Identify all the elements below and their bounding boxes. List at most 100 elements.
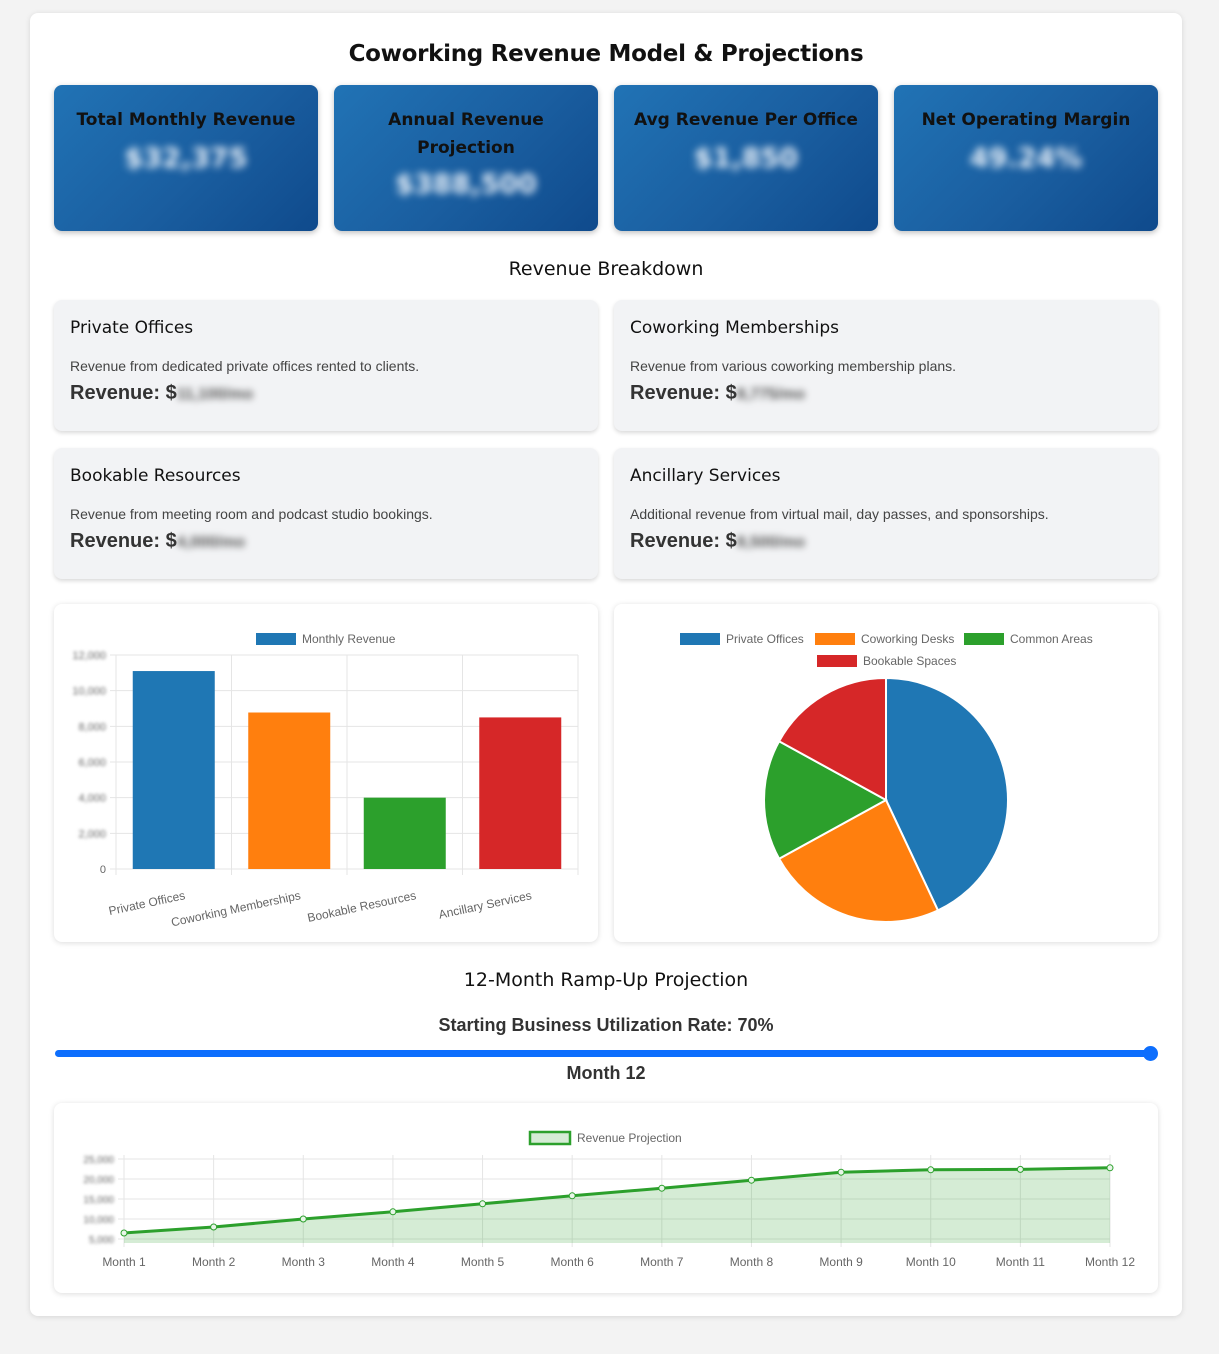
revenue-card-bookable-resources: Bookable Resources Revenue from meeting …: [54, 448, 598, 579]
x-tick-label: Month 4: [371, 1255, 415, 1269]
y-tick-label: 15,000: [83, 1195, 114, 1206]
revenue-value: 4,000/mo: [176, 534, 246, 551]
legend-swatch-revenue-projection: [528, 1130, 572, 1146]
revenue-card-coworking-memberships: Coworking Memberships Revenue from vario…: [614, 300, 1158, 431]
revenue-card-ancillary-services: Ancillary Services Additional revenue fr…: [614, 448, 1158, 579]
revenue-prefix: Revenue: $: [630, 530, 737, 552]
legend-swatch-common-areas: [964, 633, 1004, 645]
projection-line: [123, 1166, 1111, 1235]
x-tick-label: Month 2: [192, 1255, 236, 1269]
bar-coworking-memberships: [248, 712, 331, 869]
kpi-label: Annual Revenue Projection: [388, 110, 544, 158]
revenue-card-description: Revenue from dedicated private offices r…: [70, 358, 420, 374]
y-tick-label: 4,000: [78, 793, 106, 805]
legend-label-private-offices: Private Offices: [726, 632, 804, 646]
y-tick-label: 20,000: [83, 1175, 114, 1186]
revenue-value: 11,100/mo: [176, 386, 254, 403]
pie-slice-common-areas: [763, 739, 889, 861]
month-label: Month 12: [566, 1063, 646, 1083]
projection-point: [658, 1184, 666, 1192]
projection-point: [389, 1208, 397, 1216]
kpi-label: Net Operating Margin: [921, 110, 1131, 130]
x-tick-label: Coworking Memberships: [170, 888, 302, 929]
x-tick-label: Month 7: [640, 1255, 684, 1269]
kpi-value: $32,375: [124, 143, 248, 174]
revenue-line: Revenue: $11,100/mo: [70, 382, 582, 405]
legend-swatch-monthly-revenue: [256, 633, 296, 645]
legend-label-bookable-spaces: Bookable Spaces: [863, 654, 956, 668]
section-title-revenue-breakdown: Revenue Breakdown: [508, 258, 704, 280]
page-title: Coworking Revenue Model & Projections: [348, 41, 864, 67]
revenue-prefix: Revenue: $: [630, 382, 737, 404]
legend-label-revenue-projection: Revenue Projection: [577, 1131, 682, 1145]
projection-area: [124, 1167, 1110, 1243]
projection-point: [1016, 1165, 1024, 1173]
revenue-card-title: Bookable Resources: [70, 466, 241, 486]
projection-chart-card: Revenue Projection 5,000 10,000 15,000 20,00…: [54, 1103, 1158, 1293]
revenue-line: Revenue: $8,775/mo: [630, 382, 1142, 405]
bar-private-offices: [132, 671, 215, 869]
x-tick-label: Month 5: [461, 1255, 505, 1269]
kpi-label: Avg Revenue Per Office: [634, 110, 858, 130]
bar-chart: Monthly Revenue 0 2,000 4,000 6,000 8,000 10,0…: [72, 632, 579, 929]
projection-point: [210, 1223, 218, 1231]
legend-swatch-coworking-desks: [815, 633, 855, 645]
revenue-card-title: Private Offices: [70, 318, 194, 338]
pie-slice-private-offices: [885, 676, 1009, 912]
y-tick-label: 10,000: [72, 686, 106, 698]
kpi-card-net-operating-margin: Net Operating Margin 49.24%: [894, 85, 1158, 231]
revenue-line: Revenue: $4,000/mo: [70, 530, 582, 553]
y-tick-label: 2,000: [78, 828, 106, 840]
section-title-ramp-up: 12-Month Ramp-Up Projection: [463, 969, 749, 991]
revenue-prefix: Revenue: $: [70, 530, 177, 552]
pie-slice-coworking-desks: [777, 798, 940, 923]
legend-label-common-areas: Common Areas: [1010, 632, 1093, 646]
y-tick-label: 10,000: [83, 1215, 114, 1226]
revenue-card-title: Coworking Memberships: [630, 318, 840, 338]
bar-ancillary-services: [479, 717, 562, 869]
projection-point: [299, 1215, 307, 1223]
revenue-card-description: Additional revenue from virtual mail, da…: [630, 506, 1049, 522]
kpi-card-avg-revenue-per-office: Avg Revenue Per Office $1,850: [614, 85, 878, 231]
pie-chart: Private Offices Coworking Desks Common Are…: [680, 632, 1093, 923]
projection-point: [1106, 1164, 1114, 1172]
main-panel: Coworking Revenue Model & Projections To…: [30, 13, 1182, 1316]
legend-swatch-bookable-spaces: [817, 655, 857, 667]
revenue-value: 8,500/mo: [736, 534, 806, 551]
bar-bookable-resources: [363, 797, 446, 869]
kpi-card-total-monthly-revenue: Total Monthly Revenue $32,375: [54, 85, 318, 231]
kpi-value: $1,850: [693, 143, 799, 174]
x-tick-label: Month 10: [906, 1255, 956, 1269]
x-tick-label: Private Offices: [107, 888, 186, 918]
kpi-label: Total Monthly Revenue: [76, 110, 296, 130]
revenue-value: 8,775/mo: [736, 386, 806, 403]
kpi-value: 49.24%: [969, 143, 1083, 174]
x-tick-label: Bookable Resources: [306, 888, 417, 925]
y-tick-label: 12,000: [72, 650, 106, 662]
x-tick-label: Month 1: [102, 1255, 146, 1269]
x-tick-label: Month 9: [819, 1255, 863, 1269]
x-tick-label: Month 6: [551, 1255, 595, 1269]
legend-label-monthly-revenue: Monthly Revenue: [302, 632, 396, 646]
projection-point: [927, 1166, 935, 1174]
y-tick-label: 6,000: [78, 757, 106, 769]
y-tick-label: 5,000: [89, 1235, 114, 1246]
projection-point: [479, 1200, 487, 1208]
legend-swatch-private-offices: [680, 633, 720, 645]
x-tick-label: Month 12: [1085, 1255, 1135, 1269]
revenue-card-description: Revenue from meeting room and podcast st…: [70, 506, 433, 522]
month-slider-thumb[interactable]: [1143, 1046, 1158, 1061]
pie-slice-bookable-spaces: [777, 676, 887, 802]
revenue-card-description: Revenue from various coworking membershi…: [630, 358, 957, 374]
y-tick-label: 25,000: [83, 1155, 114, 1166]
projection-point: [120, 1229, 128, 1237]
projection-point: [837, 1168, 845, 1176]
month-slider[interactable]: [55, 1050, 1150, 1057]
y-tick-label: 0: [100, 864, 106, 876]
kpi-card-annual-revenue: Annual Revenue Projection $388,500: [334, 85, 598, 231]
revenue-card-private-offices: Private Offices Revenue from dedicated p…: [54, 300, 598, 431]
x-tick-label: Month 8: [730, 1255, 774, 1269]
x-tick-label: Month 11: [996, 1255, 1045, 1269]
bar-chart-card: Monthly Revenue 0 2,000 4,000 6,000 8,000 10,0…: [54, 604, 598, 942]
x-tick-label: Ancillary Services: [437, 888, 533, 921]
